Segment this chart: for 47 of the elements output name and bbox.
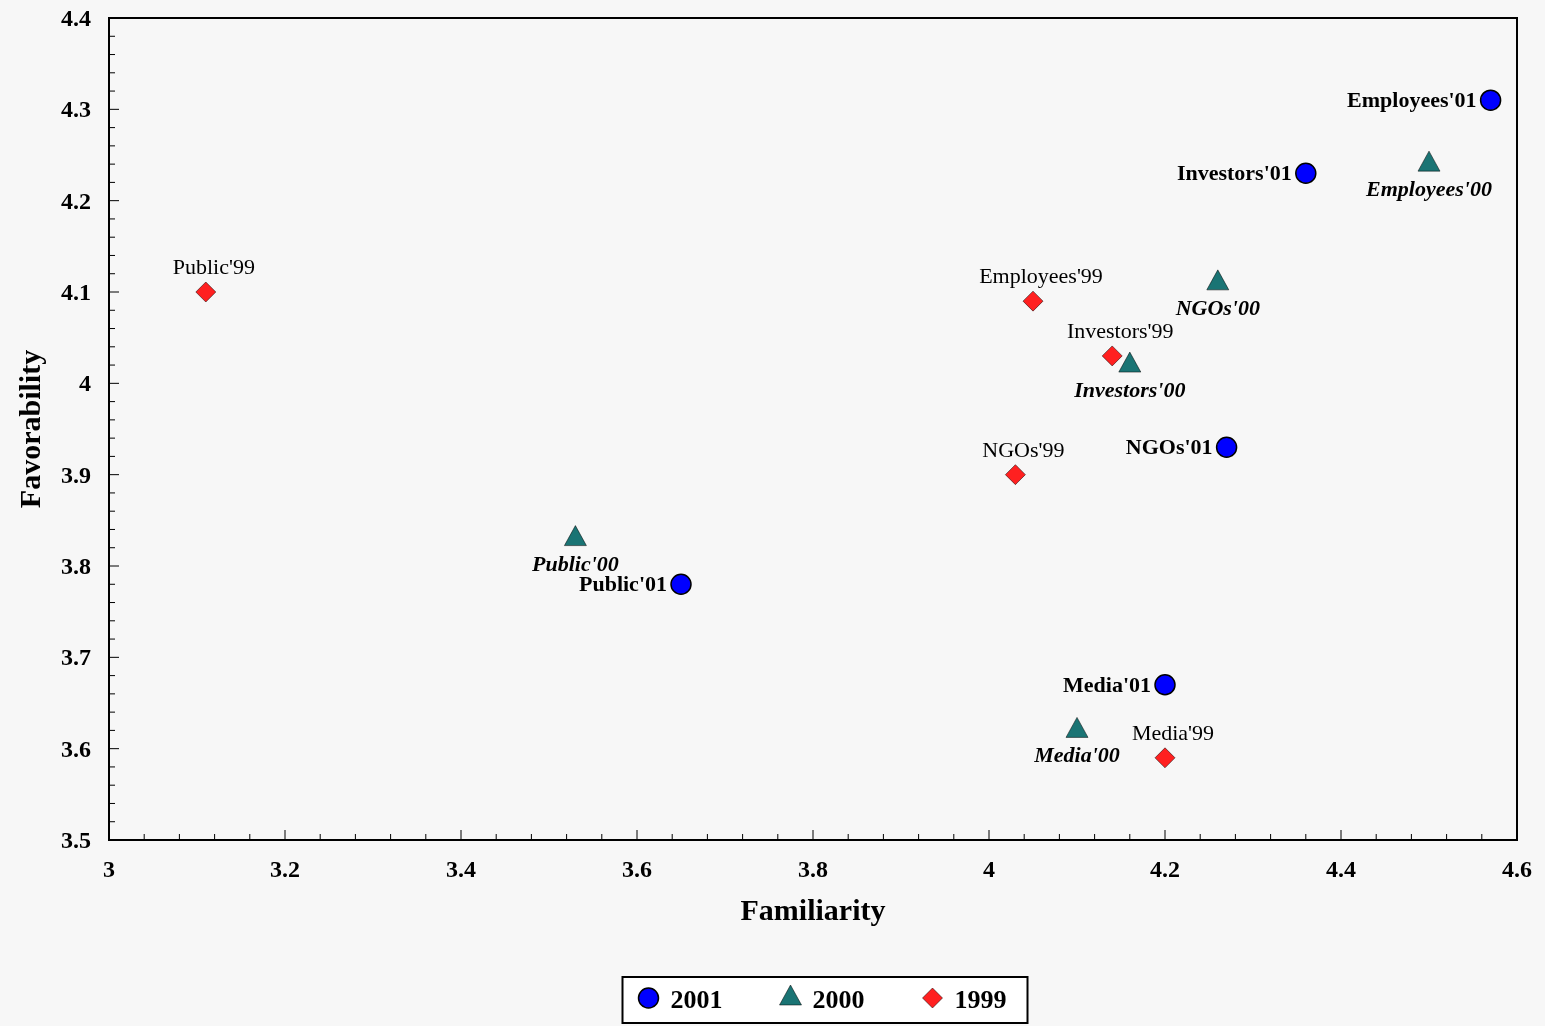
x-tick-label: 3.6 [622,856,652,882]
x-axis-title: Familiarity [740,893,886,926]
annotation: Public'99 [172,254,255,279]
y-tick-label: 3.6 [61,735,91,762]
y-tick-label: 3.8 [61,553,91,579]
y-tick-label: 4.4 [61,5,91,31]
legend-label: 1999 [954,985,1007,1014]
point [670,573,692,596]
point [1479,89,1502,111]
annotation: NGOs'01 [1125,434,1213,460]
point [1154,747,1176,769]
annotation: Investors'00 [1073,377,1186,403]
annotation: Media'01 [1063,671,1151,697]
x-tick-label: 3.8 [798,856,828,882]
annotation: Media'00 [1033,742,1120,768]
x-tick-label: 3.2 [270,856,300,882]
annotation: Employees'99 [979,263,1103,289]
annotation: Employees'00 [1365,176,1492,202]
point [1295,162,1317,185]
point [1154,673,1176,696]
legend-label: 2000 [812,985,865,1014]
point [1101,345,1123,367]
x-tick-label: 4.6 [1502,856,1532,882]
x-tick-label: 4 [983,856,995,882]
y-tick-label: 4.3 [61,96,91,123]
point [1022,290,1044,312]
y-tick-label: 4 [79,370,91,397]
annotation: NGOs'99 [982,436,1065,462]
point [1215,436,1238,459]
y-tick-label: 3.5 [61,827,91,853]
annotation: Investors'99 [1066,317,1174,343]
y-tick-label: 3.9 [61,461,91,488]
annotation: Investors'01 [1176,160,1292,186]
y-tick-label: 4.2 [61,187,91,214]
x-tick-label: 3 [103,856,115,882]
x-tick-label: 3.4 [446,856,476,882]
point [1005,464,1026,485]
annotation: NGOs'00 [1174,294,1260,320]
y-axis-title: Favorability [13,349,46,509]
annotation: Media'99 [1131,719,1215,745]
legend-label: 2001 [670,985,723,1014]
y-tick-label: 3.7 [61,644,91,671]
annotation: Employees'01 [1347,87,1477,113]
y-tick-label: 4.1 [61,279,91,305]
point [195,281,217,303]
x-tick-label: 4.4 [1326,856,1356,882]
x-tick-label: 4.2 [1150,856,1180,882]
